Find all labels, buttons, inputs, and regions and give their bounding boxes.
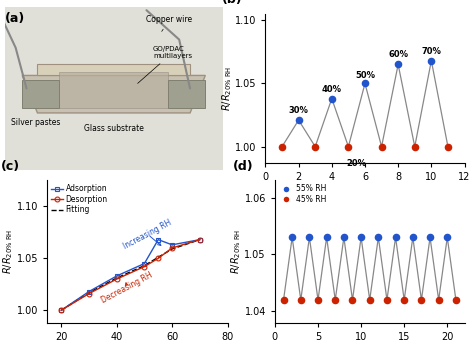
Legend: 55% RH, 45% RH: 55% RH, 45% RH — [279, 184, 327, 204]
Text: Glass substrate: Glass substrate — [84, 124, 144, 133]
Adsorption — [169, 243, 175, 247]
Point — [392, 235, 400, 240]
Adsorption — [114, 274, 119, 278]
Text: (a): (a) — [5, 12, 25, 25]
Point — [394, 62, 402, 67]
Text: 40%: 40% — [322, 85, 342, 94]
Point — [426, 235, 434, 240]
Point — [366, 297, 374, 303]
Point — [411, 144, 419, 150]
Point — [295, 117, 302, 123]
Desorption — [197, 238, 203, 242]
FancyBboxPatch shape — [5, 7, 223, 170]
Text: Decreasing RH: Decreasing RH — [100, 270, 154, 305]
Fitting — [86, 290, 92, 295]
Point — [297, 297, 305, 303]
Point — [314, 297, 322, 303]
Point — [349, 297, 356, 303]
Point — [361, 81, 369, 86]
Desorption — [114, 277, 119, 281]
Text: 70%: 70% — [421, 46, 441, 56]
Fitting — [197, 238, 203, 242]
Polygon shape — [22, 81, 59, 108]
Point — [328, 96, 336, 101]
Point — [409, 235, 417, 240]
Point — [418, 297, 425, 303]
Point — [280, 297, 287, 303]
Point — [311, 144, 319, 150]
Legend: Adsorption, Desorption, Fitting: Adsorption, Desorption, Fitting — [51, 184, 108, 214]
Point — [435, 297, 442, 303]
Line: Adsorption: Adsorption — [59, 237, 202, 313]
Fitting — [114, 276, 119, 280]
Polygon shape — [37, 64, 190, 75]
Text: Silver pastes: Silver pastes — [11, 118, 61, 127]
Text: (d): (d) — [233, 160, 254, 173]
Text: Copper wire: Copper wire — [146, 15, 192, 32]
Point — [331, 297, 339, 303]
Point — [378, 144, 385, 150]
Text: GO/PDAC
multilayers: GO/PDAC multilayers — [137, 46, 192, 83]
Point — [452, 297, 460, 303]
Text: 50%: 50% — [355, 71, 375, 79]
Point — [428, 58, 435, 64]
Point — [345, 144, 352, 150]
Point — [306, 235, 313, 240]
Line: Desorption: Desorption — [59, 237, 202, 313]
Line: Fitting: Fitting — [61, 240, 200, 310]
Desorption — [86, 291, 92, 296]
Desorption — [142, 264, 147, 269]
Adsorption — [142, 261, 147, 265]
Desorption — [58, 308, 64, 312]
Fitting — [142, 263, 147, 268]
Text: Increasing RH: Increasing RH — [122, 218, 173, 251]
Polygon shape — [59, 72, 168, 108]
Point — [278, 144, 286, 150]
Adsorption — [86, 289, 92, 294]
Point — [444, 235, 451, 240]
Point — [288, 235, 296, 240]
X-axis label: Wet-dry cycles: Wet-dry cycles — [329, 188, 401, 198]
Text: 20%: 20% — [346, 159, 367, 168]
Point — [374, 235, 382, 240]
Adsorption — [197, 238, 203, 242]
Adsorption — [58, 308, 64, 312]
Point — [340, 235, 347, 240]
Point — [383, 297, 391, 303]
Fitting — [169, 247, 175, 251]
Text: (b): (b) — [222, 0, 242, 6]
Y-axis label: $R/R_{20\%\ \mathrm{RH}}$: $R/R_{20\%\ \mathrm{RH}}$ — [220, 66, 234, 111]
Polygon shape — [22, 75, 205, 113]
Point — [357, 235, 365, 240]
Point — [323, 235, 330, 240]
Y-axis label: $R/R_{20\%\ \mathrm{RH}}$: $R/R_{20\%\ \mathrm{RH}}$ — [229, 229, 243, 274]
Point — [401, 297, 408, 303]
Desorption — [155, 256, 161, 260]
Point — [444, 144, 452, 150]
Fitting — [58, 308, 64, 312]
Adsorption — [155, 238, 161, 242]
Text: (c): (c) — [0, 160, 20, 173]
Y-axis label: $R/R_{20\%\ \mathrm{RH}}$: $R/R_{20\%\ \mathrm{RH}}$ — [2, 229, 16, 274]
Polygon shape — [168, 81, 205, 108]
Text: 30%: 30% — [289, 106, 309, 115]
Text: 60%: 60% — [388, 50, 408, 59]
Desorption — [169, 246, 175, 250]
